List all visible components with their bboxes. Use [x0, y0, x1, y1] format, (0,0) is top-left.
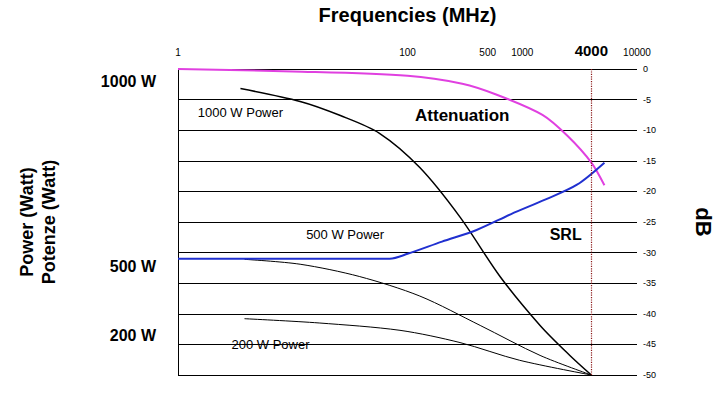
- svg-text:Attenuation: Attenuation: [415, 106, 509, 125]
- svg-text:200 W Power: 200 W Power: [232, 337, 311, 352]
- svg-text:-25: -25: [643, 217, 656, 227]
- svg-text:-45: -45: [643, 339, 656, 349]
- svg-text:1: 1: [175, 47, 181, 58]
- svg-text:500: 500: [479, 47, 496, 58]
- svg-text:-35: -35: [643, 278, 656, 288]
- svg-text:dB: dB: [691, 207, 716, 236]
- svg-text:1000 W Power: 1000 W Power: [198, 105, 284, 120]
- svg-text:1000: 1000: [511, 47, 534, 58]
- svg-text:1000 W: 1000 W: [101, 73, 157, 90]
- svg-text:-10: -10: [643, 125, 656, 135]
- svg-text:500 W Power: 500 W Power: [306, 227, 385, 242]
- svg-text:500 W: 500 W: [110, 258, 157, 275]
- svg-text:-40: -40: [643, 309, 656, 319]
- svg-text:10000: 10000: [623, 47, 651, 58]
- svg-text:-5: -5: [643, 95, 651, 105]
- svg-text:200 W: 200 W: [110, 327, 157, 344]
- svg-text:-15: -15: [643, 156, 656, 166]
- svg-text:Frequencies (MHz): Frequencies (MHz): [319, 4, 497, 26]
- svg-text:SRL: SRL: [550, 226, 582, 243]
- svg-text:0: 0: [643, 64, 648, 74]
- svg-text:100: 100: [399, 47, 416, 58]
- svg-text:-30: -30: [643, 248, 656, 258]
- svg-text:Potenze (Watt): Potenze (Watt): [39, 160, 59, 284]
- svg-text:-50: -50: [643, 370, 656, 380]
- svg-text:Power (Watt): Power (Watt): [17, 167, 37, 276]
- svg-text:4000: 4000: [575, 42, 608, 59]
- svg-text:-20: -20: [643, 186, 656, 196]
